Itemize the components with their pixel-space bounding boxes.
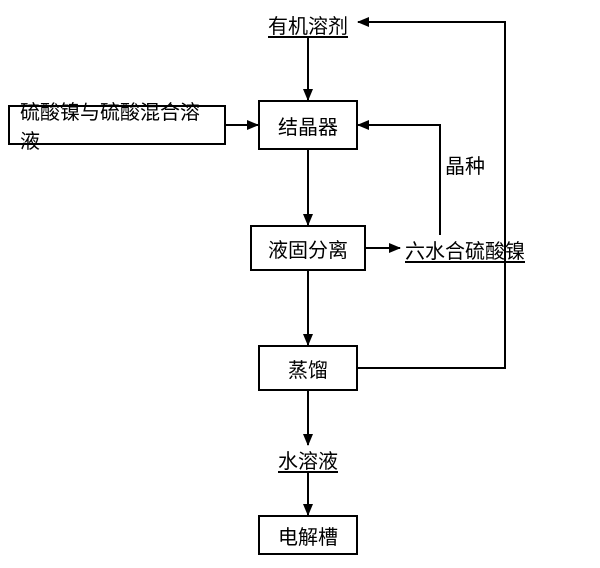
flowchart-edges xyxy=(0,0,600,568)
label-organic-solvent: 有机溶剂 xyxy=(258,10,358,39)
edge-hexahydrate-to-crystallizer xyxy=(358,125,440,235)
box-input-solution: 硫酸镍与硫酸混合溶液 xyxy=(8,105,226,145)
label-aqueous-solution: 水溶液 xyxy=(278,445,338,474)
edge-distillation-to-organic_solvent xyxy=(358,22,505,368)
box-distillation-text: 蒸馏 xyxy=(288,354,328,383)
box-input-solution-text: 硫酸镍与硫酸混合溶液 xyxy=(20,96,214,154)
box-solid-liquid-separation: 液固分离 xyxy=(250,225,366,271)
box-electrolytic-cell-text: 电解槽 xyxy=(278,521,338,550)
label-seed-crystal: 晶种 xyxy=(445,150,485,179)
box-crystallizer-text: 结晶器 xyxy=(278,111,338,140)
box-electrolytic-cell: 电解槽 xyxy=(258,515,358,555)
box-distillation: 蒸馏 xyxy=(258,345,358,391)
label-hexahydrate: 六水合硫酸镍 xyxy=(400,235,530,264)
box-solid-liquid-separation-text: 液固分离 xyxy=(268,234,348,263)
box-crystallizer: 结晶器 xyxy=(258,100,358,150)
